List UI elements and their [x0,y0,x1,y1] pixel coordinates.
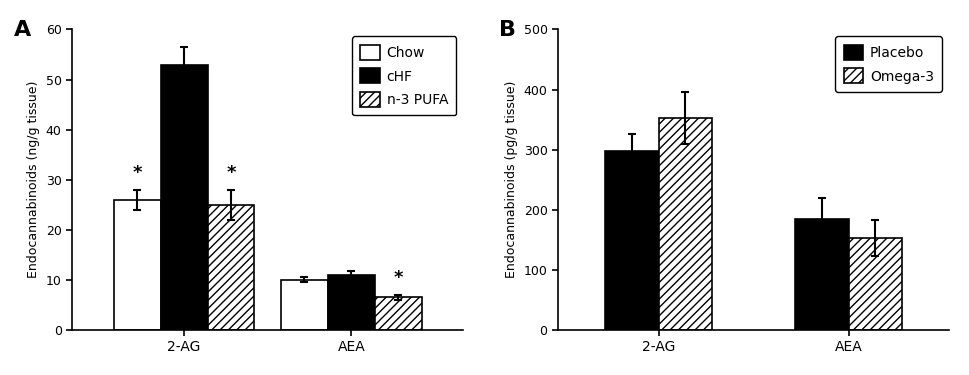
Text: A: A [14,21,31,40]
Bar [374,297,422,330]
Y-axis label: Endocannabinoids (pg/g tissue): Endocannabinoids (pg/g tissue) [505,81,517,278]
Bar [605,151,658,330]
Bar [658,118,711,330]
Bar [328,275,374,330]
Bar [161,64,207,330]
Bar [113,200,161,330]
Bar [848,238,901,330]
Bar [281,280,328,330]
Text: *: * [133,164,141,182]
Legend: Chow, cHF, n-3 PUFA: Chow, cHF, n-3 PUFA [352,36,455,116]
Text: B: B [499,21,516,40]
Bar [795,219,848,330]
Text: *: * [393,269,402,287]
Y-axis label: Endocannabinoids (ng/g tissue): Endocannabinoids (ng/g tissue) [27,81,40,278]
Text: *: * [226,164,235,182]
Bar [207,205,254,330]
Legend: Placebo, Omega-3: Placebo, Omega-3 [834,36,941,92]
